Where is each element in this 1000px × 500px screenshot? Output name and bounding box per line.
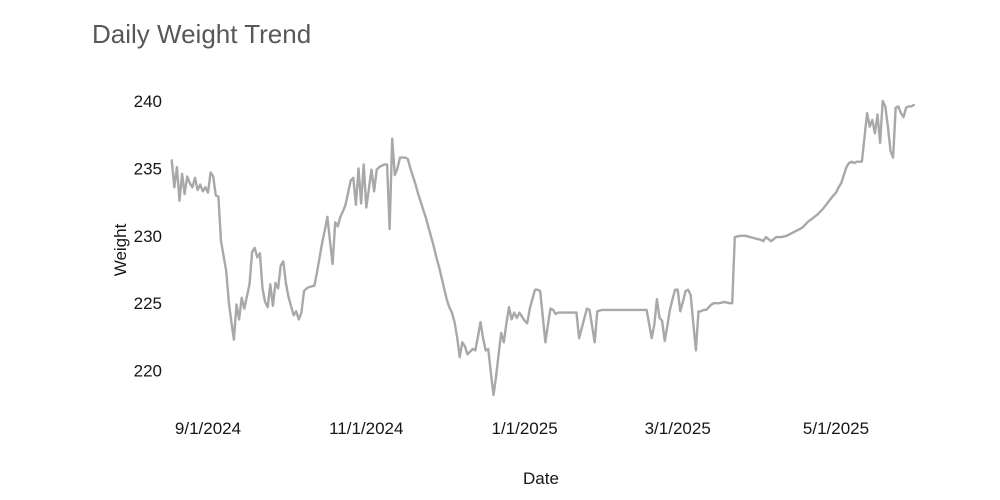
x-tick-label: 1/1/2025 [491, 419, 557, 438]
y-tick-label: 225 [134, 294, 162, 313]
chart-title: Daily Weight Trend [92, 19, 311, 49]
x-tick-label: 9/1/2024 [175, 419, 241, 438]
y-tick-label: 220 [134, 362, 162, 381]
y-tick-labels: 220 225 230 235 240 [134, 92, 162, 381]
y-tick-label: 235 [134, 159, 162, 178]
x-tick-labels: 9/1/2024 11/1/2024 1/1/2025 3/1/2025 5/1/202… [175, 419, 869, 438]
y-tick-label: 240 [134, 92, 162, 111]
x-axis-title: Date [523, 469, 559, 488]
x-tick-label: 11/1/2024 [329, 419, 403, 438]
x-tick-label: 5/1/2025 [803, 419, 869, 438]
y-tick-label: 230 [134, 227, 162, 246]
weight-line-series [170, 99, 915, 397]
x-tick-label: 3/1/2025 [645, 419, 711, 438]
y-axis-title: Weight [111, 223, 130, 276]
